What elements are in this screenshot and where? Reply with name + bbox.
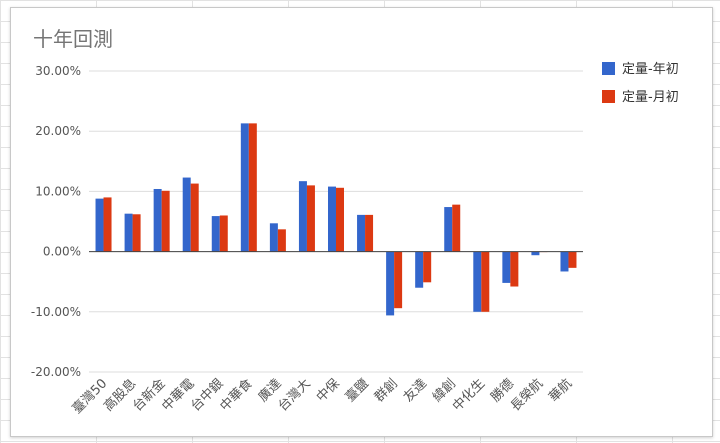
bar-series-1 (211, 216, 220, 252)
bar-series-1 (124, 213, 133, 252)
bar-series-2 (219, 215, 228, 252)
bar-series-1 (386, 251, 395, 316)
bar-series-1 (531, 251, 540, 256)
x-tick-label: 中保 (314, 376, 343, 405)
x-tick-label: 臺鹽 (343, 376, 372, 405)
x-tick-label: 中化生 (450, 376, 488, 414)
bar-series-2 (190, 183, 199, 252)
y-tick-label: 0.00% (43, 245, 81, 259)
bar-series-2 (365, 214, 374, 252)
bar-series-1 (269, 223, 278, 252)
bar-series-1 (473, 251, 482, 312)
y-tick-label: 30.00% (35, 64, 81, 78)
x-tick-label: 台灣大 (276, 376, 314, 414)
bar-series-1 (415, 251, 424, 288)
bar-series-1 (502, 251, 511, 283)
bar-series-1 (444, 207, 453, 252)
bar-series-2 (161, 190, 170, 252)
bar-series-2 (132, 214, 141, 252)
legend-swatch (602, 62, 615, 75)
x-tick-label: 友達 (400, 376, 430, 406)
bar-series-1 (240, 123, 249, 252)
bar-series-1 (560, 251, 569, 272)
bar-series-2 (306, 185, 315, 252)
bar-series-1 (95, 198, 104, 252)
bar-series-1 (182, 177, 191, 252)
y-tick-label: 10.00% (35, 184, 81, 198)
x-tick-label: 中華食 (217, 376, 256, 415)
legend-swatch (602, 90, 615, 103)
bar-series-2 (510, 251, 519, 287)
chart-card[interactable]: 十年回測 30.00% 20.00% 10.00% 0.00% -10.00% -20.0… (10, 7, 713, 437)
x-tick-label: 長榮航 (507, 376, 546, 415)
bar-series-2 (423, 251, 432, 283)
y-tick-label: -10.00% (31, 305, 81, 319)
y-tick-label: 20.00% (35, 124, 81, 138)
bar-series-2 (481, 251, 490, 312)
bar-series-1 (357, 214, 366, 252)
legend-label: 定量-年初 (622, 62, 679, 77)
x-tick-label: 台中銀 (188, 376, 226, 414)
x-tick-label: 中華電 (159, 376, 197, 414)
legend-label: 定量-月初 (622, 90, 679, 105)
bar-series-2 (336, 187, 344, 252)
bar-chart: 30.00% 20.00% 10.00% 0.00% -10.00% -20.00%臺灣5… (31, 62, 679, 417)
x-tick-label: 高股息 (101, 376, 140, 415)
x-tick-label: 群創 (372, 376, 401, 405)
x-tick-label: 華航 (546, 376, 576, 406)
x-tick-label: 臺灣50 (70, 376, 111, 417)
bar-series-1 (153, 188, 162, 252)
x-tick-label: 台新金 (130, 376, 169, 415)
bar-series-2 (394, 251, 403, 309)
bar-series-2 (568, 251, 577, 268)
y-tick-label: -20.00% (31, 365, 81, 379)
bar-series-2 (452, 204, 461, 252)
bar-series-1 (328, 186, 336, 252)
bar-series-2 (248, 123, 257, 252)
bar-series-2 (277, 229, 286, 252)
chart-title: 十年回測 (33, 27, 113, 51)
bar-series-2 (103, 197, 112, 252)
bar-series-1 (298, 181, 307, 252)
